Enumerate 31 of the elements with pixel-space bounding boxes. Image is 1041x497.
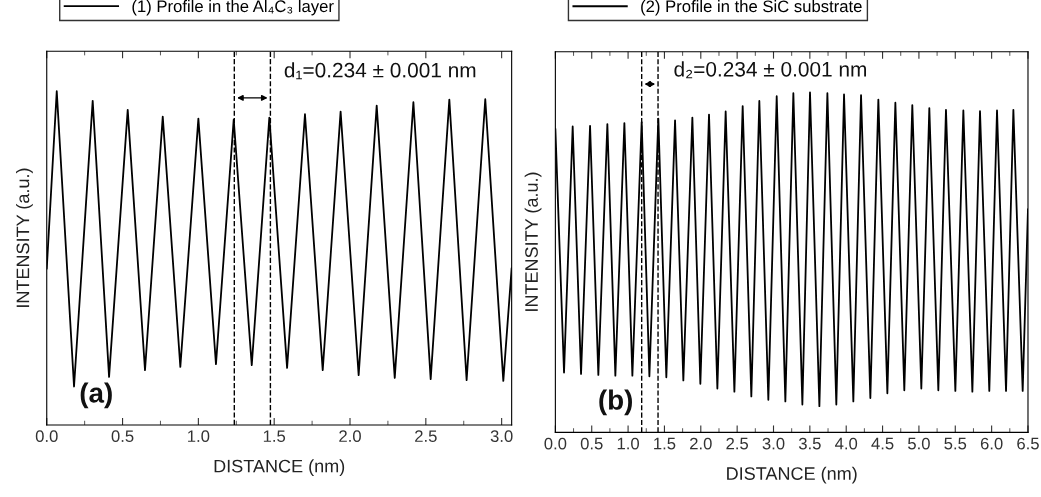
legend-label: (1) Profile in the Al₄C₃ layer — [132, 0, 334, 16]
y-axis-title: INTENSITY (a.u.) — [524, 172, 542, 311]
x-axis-title: DISTANCE (nm) — [727, 466, 857, 484]
x-tick-label: 4.0 — [835, 437, 858, 450]
x-tick-label: 0.5 — [111, 430, 134, 443]
x-tick-label: 0.5 — [580, 437, 603, 450]
x-tick-label: 3.0 — [762, 437, 785, 450]
x-tick-label: 5.5 — [944, 437, 967, 450]
x-tick-label: 5.0 — [908, 437, 930, 450]
x-tick-label: 2.0 — [690, 437, 712, 450]
text: d₂=0.234 ± 0.001 nm — [674, 61, 866, 79]
x-tick-label: 0.0 — [35, 430, 58, 443]
x-tick-label: 6.0 — [980, 437, 1003, 450]
x-tick-label: 1.0 — [188, 430, 210, 443]
legend-label: (2) Profile in the SiC substrate — [641, 0, 862, 16]
x-tick-label: 1.5 — [263, 430, 286, 443]
y-axis-title: INTENSITY (a.u.) — [16, 168, 33, 307]
x-tick-label: 0.0 — [544, 437, 567, 450]
x-tick-label: 3.0 — [490, 430, 513, 443]
annotation: (b) — [599, 389, 632, 416]
text: d₁=0.234 ± 0.001 nm — [284, 62, 476, 80]
x-tick-label: 6.5 — [1017, 437, 1039, 450]
x-tick-label: 4.5 — [871, 437, 894, 450]
x-tick-label: 2.0 — [339, 430, 361, 443]
annotation: (a) — [80, 382, 112, 409]
x-tick-label: 1.0 — [617, 437, 640, 450]
x-tick-label: 2.5 — [415, 430, 437, 443]
x-tick-label: 1.5 — [654, 437, 676, 450]
x-tick-label: 3.5 — [798, 437, 821, 450]
x-axis-title: DISTANCE (nm) — [214, 459, 345, 477]
x-tick-label: 2.5 — [726, 437, 749, 450]
